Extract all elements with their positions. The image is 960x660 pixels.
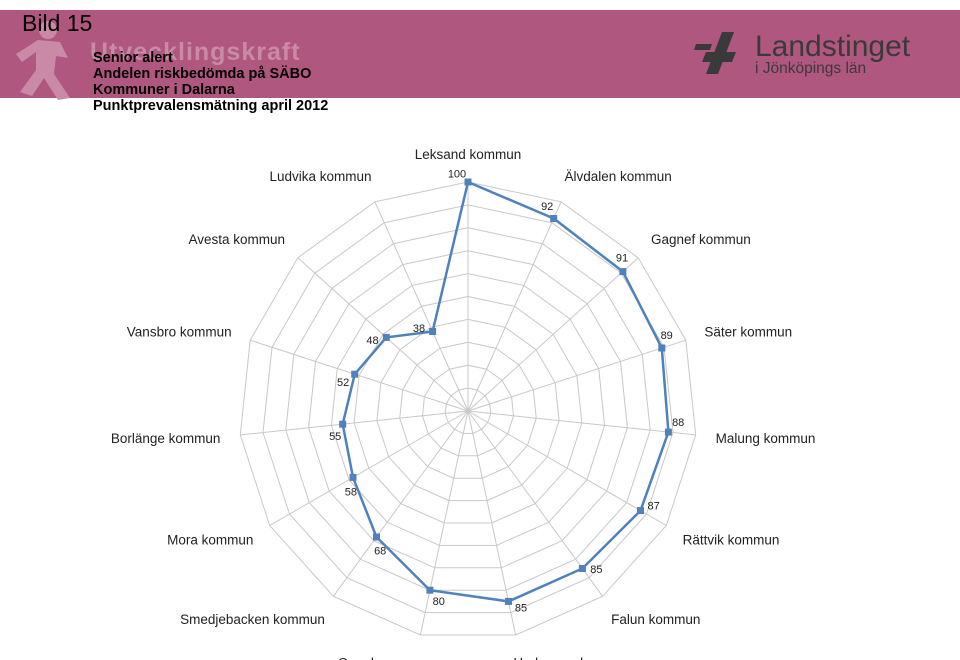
slide-label: Bild 15: [22, 10, 93, 36]
data-label: 91: [616, 253, 628, 265]
category-label: Gagnef kommun: [651, 232, 751, 247]
grid-spoke: [467, 410, 517, 636]
category-label: Älvdalen kommun: [565, 169, 672, 184]
landstinget-logo-icon: [694, 32, 736, 74]
series-point: [429, 328, 437, 335]
series-point: [578, 565, 586, 572]
data-label: 55: [329, 431, 341, 443]
data-label: 85: [590, 564, 602, 576]
data-label: 92: [541, 201, 553, 213]
grid-spoke: [467, 339, 686, 412]
watermark-text: Utvecklingskraft: [90, 38, 301, 66]
grid-ring: [421, 364, 515, 457]
grid-ring: [444, 387, 492, 434]
series-point: [658, 344, 666, 352]
grid-spoke: [374, 201, 469, 412]
logo-subtitle: i Jönköpings län: [755, 60, 867, 77]
header-banner: [0, 10, 960, 98]
grid-spoke: [332, 410, 469, 597]
grid-spoke: [467, 257, 639, 412]
series-point: [426, 586, 434, 594]
grid-ring: [285, 227, 651, 591]
category-label: Falun kommun: [611, 612, 700, 627]
category-label: Vansbro kommun: [127, 325, 232, 340]
logo-name: Landstinget: [755, 30, 911, 63]
grid-ring: [376, 318, 560, 502]
grid-ring: [399, 341, 537, 479]
title-line: Punktprevalensmätning april 2012: [93, 98, 329, 114]
category-label: Leksand kommun: [415, 147, 522, 162]
series-point: [349, 473, 357, 481]
series-point: [382, 333, 390, 341]
grid-spoke: [240, 410, 469, 436]
series-point: [637, 507, 644, 515]
title-line: Kommuner i Dalarna: [93, 82, 235, 98]
grid-ring: [239, 181, 697, 636]
data-label: 58: [345, 486, 357, 498]
data-label: 89: [661, 330, 673, 342]
data-label: 48: [366, 335, 378, 347]
series-point: [339, 420, 347, 428]
series-point: [550, 215, 558, 222]
data-label: 38: [413, 323, 425, 335]
series-point: [351, 370, 359, 378]
category-label: Orsa kommun: [338, 655, 423, 660]
series-line: [341, 180, 670, 603]
series-point: [505, 597, 512, 605]
title-line: Senior alert: [93, 50, 173, 66]
series-point: [619, 268, 627, 276]
data-label: 52: [337, 377, 349, 389]
category-label: Avesta kommun: [188, 232, 285, 247]
grid-spoke: [467, 410, 667, 526]
series-point: [464, 178, 472, 186]
grid-spoke: [467, 201, 562, 412]
category-label: Ludvika kommun: [269, 169, 371, 184]
category-label: Borlänge kommun: [111, 431, 221, 446]
category-label: Rättvik kommun: [683, 533, 780, 548]
data-label: 100: [448, 168, 466, 180]
grid-spoke: [269, 410, 469, 526]
data-label: 88: [672, 417, 684, 429]
data-label: 80: [433, 596, 445, 608]
series-point: [664, 428, 672, 436]
category-label: Malung kommun: [716, 431, 816, 446]
grid-ring: [330, 273, 606, 546]
runner-figure-icon: [16, 21, 70, 100]
title-line: Andelen riskbedömda på SÄBO: [93, 66, 312, 82]
category-label: Hedemora kommun: [513, 655, 632, 660]
grid-ring: [308, 250, 628, 569]
series-point: [373, 533, 380, 541]
category-label: Mora kommun: [167, 533, 253, 548]
data-label: 87: [647, 501, 659, 513]
grid-spoke: [467, 410, 696, 436]
data-label: 85: [515, 603, 527, 615]
grid-spoke: [250, 339, 469, 412]
data-label: 68: [374, 546, 386, 558]
category-label: Säter kommun: [704, 325, 792, 340]
category-label: Smedjebacken kommun: [180, 612, 325, 627]
grid-spoke: [419, 410, 469, 636]
slide-title-block: Senior alert Andelen riskbedömda på SÄBO…: [93, 50, 328, 114]
